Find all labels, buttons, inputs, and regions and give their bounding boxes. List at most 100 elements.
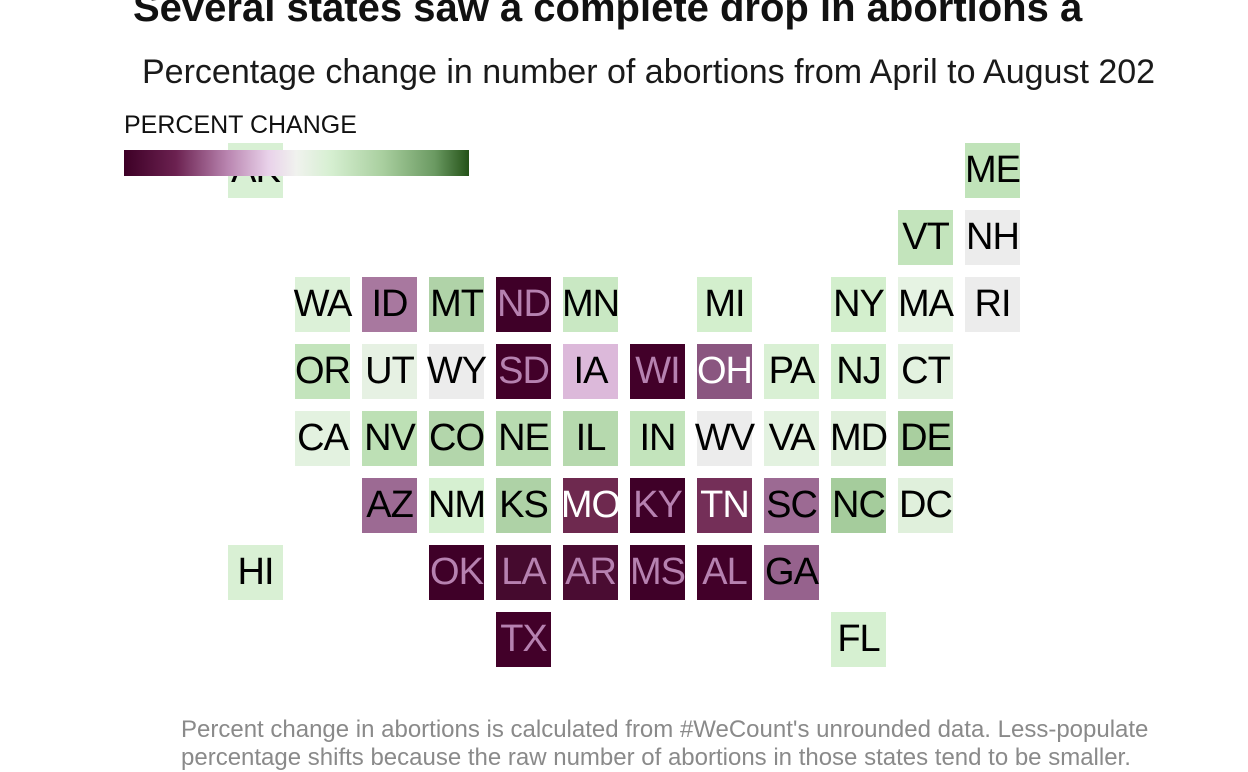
state-tile-ky: KY [630, 478, 685, 533]
state-tile-or: OR [295, 344, 351, 399]
state-tile-ut: UT [362, 344, 417, 399]
state-tile-oh: OH [697, 344, 753, 399]
state-label: MO [560, 484, 621, 526]
state-tile-sc: SC [764, 478, 819, 533]
state-label: IN [639, 417, 677, 459]
state-tile-wi: WI [630, 344, 685, 399]
state-tile-in: IN [630, 411, 685, 466]
state-label: FL [837, 618, 880, 660]
state-label: MI [704, 283, 745, 325]
state-tile-ri: RI [965, 277, 1020, 332]
state-label: KS [499, 484, 549, 526]
state-label: DE [900, 417, 952, 459]
state-tile-ga: GA [764, 545, 819, 600]
state-tile-ny: NY [831, 277, 886, 332]
state-label: NY [833, 283, 885, 325]
state-tile-ok: OK [429, 545, 484, 600]
state-tile-dc: DC [898, 478, 953, 533]
state-label: OK [430, 551, 484, 593]
state-label: AZ [366, 484, 414, 526]
state-label: TN [700, 484, 750, 526]
state-label: ID [371, 283, 409, 325]
state-label: HI [237, 551, 275, 593]
state-label: CO [429, 417, 485, 459]
state-tile-ca: CA [295, 411, 350, 466]
state-label: PA [768, 350, 816, 392]
state-tile-mn: MN [561, 277, 620, 332]
state-tile-ia: IA [563, 344, 618, 399]
state-label: CT [901, 350, 951, 392]
state-label: KY [633, 484, 683, 526]
state-label: RI [974, 283, 1012, 325]
state-tile-ks: KS [496, 478, 551, 533]
state-label: UT [365, 350, 415, 392]
state-label: OR [295, 350, 351, 392]
state-tile-vt: VT [898, 210, 953, 265]
state-label: TX [500, 618, 548, 660]
state-tile-nd: ND [496, 277, 551, 332]
state-tile-ar: AR [563, 545, 618, 600]
state-tile-de: DE [898, 411, 953, 466]
state-tile-mo: MO [560, 478, 621, 533]
state-label: VT [902, 216, 950, 258]
state-label: AR [565, 551, 617, 593]
state-tile-me: ME [965, 143, 1021, 198]
legend-color-bar [124, 150, 469, 176]
state-tile-nv: NV [362, 411, 417, 466]
state-tile-hi: HI [228, 545, 283, 600]
state-tile-wy: WY [426, 344, 487, 399]
state-label: ME [965, 149, 1021, 191]
state-tile-nj: NJ [831, 344, 886, 399]
state-tile-nc: NC [831, 478, 886, 533]
state-tile-wa: WA [293, 277, 353, 332]
state-label: SC [766, 484, 818, 526]
state-label: MN [561, 283, 620, 325]
state-tile-fl: FL [831, 612, 886, 667]
state-tile-ct: CT [898, 344, 953, 399]
state-tile-ne: NE [496, 411, 551, 466]
state-tile-co: CO [429, 411, 485, 466]
state-label: WY [426, 350, 487, 392]
footnote-line-2: percentage shifts because the raw number… [181, 744, 1131, 771]
state-label: CA [297, 417, 349, 459]
state-label: NC [832, 484, 886, 526]
state-tile-il: IL [563, 411, 618, 466]
state-label: WA [293, 283, 353, 325]
state-tile-pa: PA [764, 344, 819, 399]
legend-title: PERCENT CHANGE [124, 111, 357, 139]
state-label: MD [829, 417, 888, 459]
state-tile-wv: WV [694, 411, 755, 466]
state-label: NM [427, 484, 486, 526]
state-label: OH [697, 350, 753, 392]
state-label: WV [694, 417, 755, 459]
state-label: WI [635, 350, 680, 392]
state-label: MA [898, 283, 954, 325]
state-tile-ms: MS [630, 545, 686, 600]
state-tile-sd: SD [496, 344, 551, 399]
state-label: DC [899, 484, 953, 526]
state-label: MS [630, 551, 686, 593]
state-tile-tn: TN [697, 478, 752, 533]
state-tile-mt: MT [429, 277, 484, 332]
state-label: SD [498, 350, 550, 392]
state-tile-md: MD [829, 411, 888, 466]
state-label: NH [966, 216, 1020, 258]
state-tile-az: AZ [362, 478, 417, 533]
chart-subtitle: Percentage change in number of abortions… [142, 53, 1156, 91]
state-label: MT [430, 283, 484, 325]
state-tile-mi: MI [697, 277, 752, 332]
state-label: NE [498, 417, 550, 459]
state-tile-tx: TX [496, 612, 551, 667]
state-tile-va: VA [764, 411, 819, 466]
footnote-line-1: Percent change in abortions is calculate… [181, 716, 1149, 743]
chart-title: Several states saw a complete drop in ab… [133, 0, 1083, 30]
state-label: VA [768, 417, 816, 459]
state-label: GA [765, 551, 819, 593]
state-label: LA [501, 551, 546, 593]
state-tile-nh: NH [965, 210, 1020, 265]
state-tile-nm: NM [427, 478, 486, 533]
state-label: AL [702, 551, 747, 593]
state-label: IA [573, 350, 609, 392]
state-label: NJ [836, 350, 881, 392]
